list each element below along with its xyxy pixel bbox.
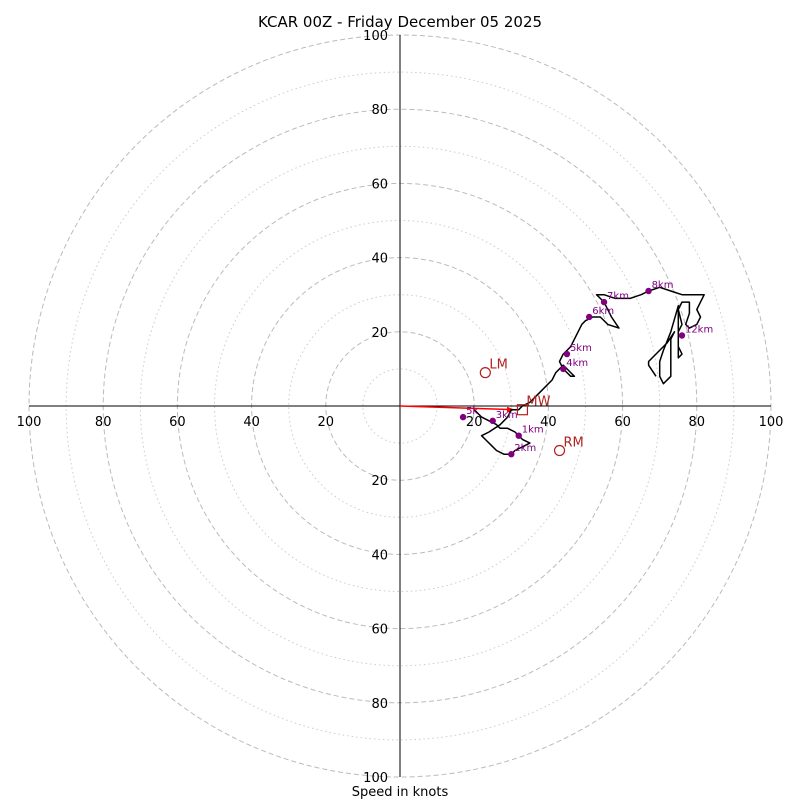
height-marker-dot xyxy=(563,350,571,358)
tick-label-up: 60 xyxy=(371,177,388,192)
height-marker-label: 5km xyxy=(570,343,592,354)
tick-label-down: 80 xyxy=(371,697,388,712)
height-marker-dot xyxy=(489,417,496,425)
hodograph-trace xyxy=(473,286,705,455)
storm-motion-marker xyxy=(516,404,529,416)
tick-label-right: 60 xyxy=(614,415,631,430)
height-marker-dot xyxy=(560,365,567,373)
tick-label-up: 100 xyxy=(363,29,388,44)
chart-title: KCAR 00Z - Friday December 05 2025 xyxy=(258,13,542,31)
height-marker-label: 8km xyxy=(652,280,674,291)
height-marker-dot xyxy=(508,451,515,458)
x-axis-label: Speed in knots xyxy=(352,785,449,800)
hodograph-line xyxy=(473,286,705,455)
tick-label-up: 40 xyxy=(371,252,388,267)
storm-motion-label: LM xyxy=(489,358,507,373)
height-marker-dot xyxy=(459,413,467,421)
tick-label-right: 20 xyxy=(466,415,483,430)
shear-vector-line xyxy=(399,405,516,411)
height-marker-label: 2km xyxy=(514,443,536,454)
height-marker-dot xyxy=(586,313,593,321)
storm-motion-markers: LM RM MW xyxy=(479,358,584,457)
height-marker-label: 4km xyxy=(566,358,588,369)
tick-label-right: 100 xyxy=(759,415,784,430)
tick-label-down: 100 xyxy=(363,771,388,786)
storm-motion-marker xyxy=(553,444,566,457)
height-marker-label: 6km xyxy=(592,306,614,317)
tick-label-left: 20 xyxy=(318,415,335,430)
height-marker-label: 1km xyxy=(522,425,544,436)
tick-label-right: 80 xyxy=(689,415,706,430)
height-marker-dot xyxy=(600,298,608,306)
height-marker-dot xyxy=(645,287,652,295)
tick-label-down: 40 xyxy=(371,548,388,563)
height-marker-dot xyxy=(515,432,522,439)
tick-label-up: 20 xyxy=(371,326,388,341)
tick-label-down: 60 xyxy=(371,623,388,638)
storm-motion-label: RM xyxy=(564,436,584,451)
height-markers: 5k 3km 1km 2km 4km 5km 6km 7km 8km 12km xyxy=(459,280,713,458)
tick-label-left: 80 xyxy=(95,415,112,430)
tick-label-left: 60 xyxy=(169,415,186,430)
height-marker-label: 5k xyxy=(466,406,478,417)
tick-label-left: 100 xyxy=(17,415,42,430)
tick-labels: 20 20 20 20 40 40 40 40 60 60 60 60 80 80 80 80 100 100 10… xyxy=(17,29,784,786)
tick-label-right: 40 xyxy=(540,415,557,430)
height-marker-label: 7km xyxy=(607,291,629,302)
tick-label-up: 80 xyxy=(371,103,388,118)
storm-motion-label: MW xyxy=(526,395,550,410)
storm-motion-marker xyxy=(479,367,491,379)
tick-label-down: 20 xyxy=(371,474,388,489)
height-marker-label: 12km xyxy=(685,325,713,336)
height-marker-dot xyxy=(678,332,686,339)
tick-label-left: 40 xyxy=(243,415,260,430)
height-marker-label: 3km xyxy=(496,410,518,421)
